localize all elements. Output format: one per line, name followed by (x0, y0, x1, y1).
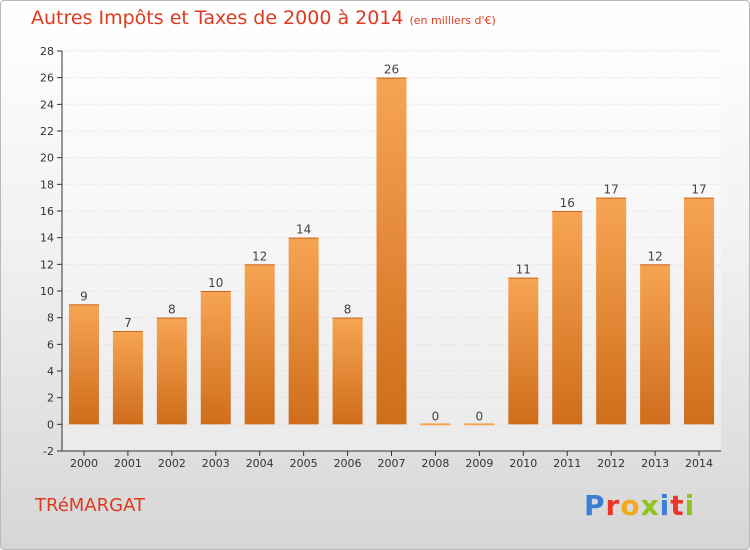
y-tick-label: 8 (47, 312, 54, 325)
x-tick-label: 2002 (158, 457, 186, 470)
bar (112, 331, 143, 425)
x-tick-label: 2004 (246, 457, 274, 470)
y-tick-label: 20 (40, 152, 54, 165)
x-tick-label: 2011 (553, 457, 581, 470)
y-tick-label: -2 (43, 445, 54, 458)
bar-value-label: 16 (560, 196, 575, 210)
x-tick-label: 2008 (421, 457, 449, 470)
bar (508, 277, 539, 425)
bar (684, 197, 715, 425)
y-tick-label: 4 (47, 365, 54, 378)
chart-title: Autres Impôts et Taxes de 2000 à 2014 (en… (31, 7, 496, 29)
bar (200, 291, 231, 425)
x-tick-label: 2001 (114, 457, 142, 470)
logo-letter: i (659, 489, 671, 522)
chart-title-unit: (en milliers d'€) (409, 14, 496, 27)
bar-value-label: 12 (252, 249, 267, 263)
bar-value-label: 0 (476, 409, 484, 423)
y-tick-label: 18 (40, 178, 54, 191)
logo-letter: r (605, 489, 621, 522)
bar-value-label: 12 (647, 249, 662, 263)
y-tick-label: 12 (40, 258, 54, 271)
y-tick-label: 14 (40, 232, 54, 245)
commune-name: TRéMARGAT (35, 495, 145, 516)
y-tick-label: 10 (40, 285, 54, 298)
y-tick-label: 24 (40, 98, 54, 111)
bar (596, 197, 627, 425)
x-tick-label: 2003 (202, 457, 230, 470)
bar (288, 237, 319, 425)
bar (376, 77, 407, 425)
x-tick-label: 2014 (685, 457, 713, 470)
y-tick-label: 16 (40, 205, 54, 218)
bar-value-label: 0 (432, 409, 440, 423)
bar (640, 264, 671, 425)
x-tick-label: 2010 (509, 457, 537, 470)
bar (244, 264, 275, 425)
bar-value-label: 17 (604, 183, 619, 197)
x-tick-label: 2009 (465, 457, 493, 470)
bar (420, 423, 451, 426)
bar-value-label: 7 (124, 316, 132, 330)
x-tick-label: 2007 (378, 457, 406, 470)
bar (464, 423, 495, 426)
logo-letter: P (584, 489, 606, 522)
x-tick-label: 2013 (641, 457, 669, 470)
bar (156, 317, 187, 425)
bar (68, 304, 99, 425)
x-tick-label: 2012 (597, 457, 625, 470)
bar-value-label: 8 (344, 303, 352, 317)
bar-value-label: 10 (208, 276, 223, 290)
x-tick-label: 2000 (70, 457, 98, 470)
chart-title-main: Autres Impôts et Taxes de 2000 à 2014 (31, 7, 404, 29)
y-tick-label: 2 (47, 392, 54, 405)
bar-value-label: 26 (384, 63, 399, 77)
bar-value-label: 8 (168, 303, 176, 317)
logo-letter: o (620, 489, 641, 522)
y-tick-label: 6 (47, 338, 54, 351)
proxiti-logo: Proxiti (584, 489, 695, 522)
bar (552, 211, 583, 425)
logo-letter: t (670, 489, 685, 522)
y-tick-label: 28 (40, 45, 54, 58)
y-tick-label: 26 (40, 72, 54, 85)
bar-value-label: 17 (691, 183, 706, 197)
bar-value-label: 11 (516, 263, 531, 277)
bar (332, 317, 363, 425)
y-tick-label: 0 (47, 418, 54, 431)
x-tick-label: 2005 (290, 457, 318, 470)
logo-letter: x (640, 489, 660, 522)
bar-value-label: 9 (80, 289, 88, 303)
bar-value-label: 14 (296, 223, 311, 237)
logo-letter: i (684, 489, 696, 522)
x-tick-label: 2006 (334, 457, 362, 470)
y-tick-label: 22 (40, 125, 54, 138)
